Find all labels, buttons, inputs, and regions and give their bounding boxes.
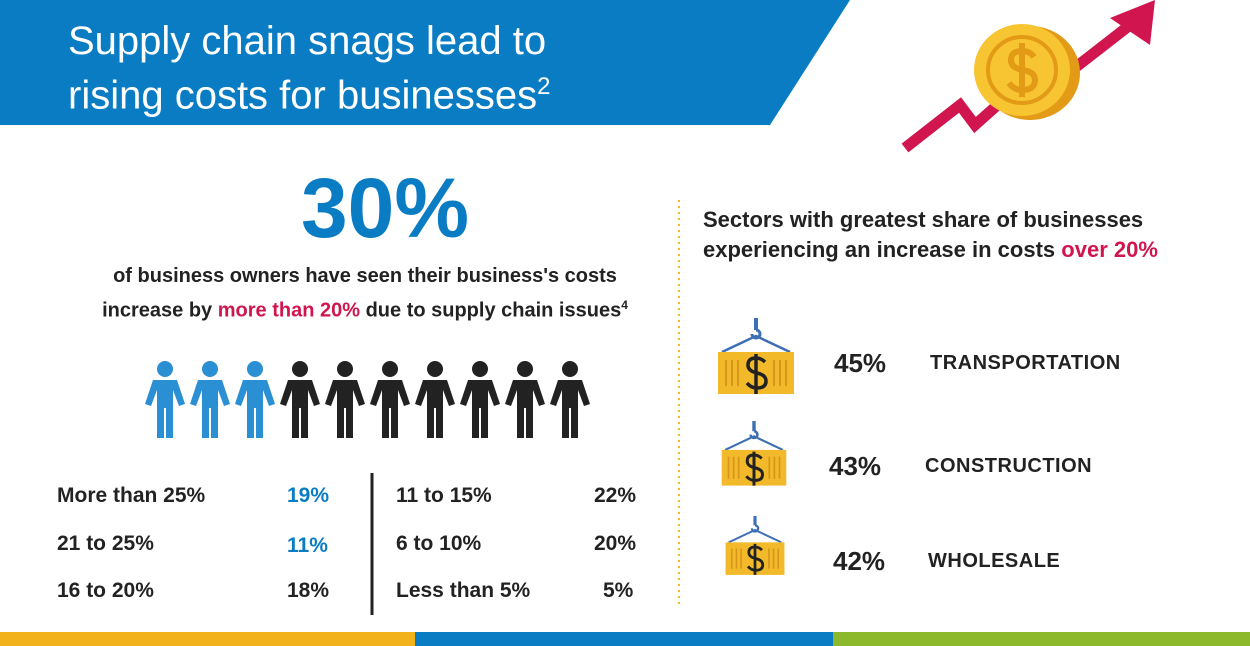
row-label: 6 to 10% bbox=[396, 532, 482, 555]
header-band bbox=[0, 0, 850, 125]
growth-graphic bbox=[901, 0, 1155, 153]
headline-stat: 30% bbox=[300, 161, 470, 255]
row-value: 19% bbox=[287, 484, 330, 507]
row-label: 16 to 20% bbox=[57, 579, 154, 602]
highlight: over 20% bbox=[1061, 237, 1158, 262]
sector-label: CONSTRUCTION bbox=[925, 455, 1093, 477]
title-text: Supply chain snags lead to rising costs … bbox=[68, 19, 547, 118]
footnote: 2 bbox=[537, 73, 551, 100]
row-label: More than 25% bbox=[57, 484, 206, 507]
container-icon bbox=[724, 515, 786, 577]
text: of business owners have seen their busin… bbox=[102, 265, 617, 322]
sector-value: 43% bbox=[829, 451, 882, 481]
headline-text: of business owners have seen their busin… bbox=[80, 262, 650, 326]
footer-strip bbox=[0, 632, 415, 646]
footer-strip bbox=[415, 632, 833, 646]
row-label: Less than 5% bbox=[396, 579, 531, 602]
row-value: 5% bbox=[603, 579, 634, 602]
footer-strip bbox=[833, 632, 1250, 646]
row-value: 11% bbox=[287, 534, 328, 557]
row-value: 22% bbox=[594, 484, 637, 507]
people-icons bbox=[145, 361, 590, 438]
sector-value: 45% bbox=[834, 348, 887, 378]
container-icon bbox=[716, 318, 796, 396]
sector-label: WHOLESALE bbox=[928, 550, 1061, 572]
row-value: 20% bbox=[594, 532, 637, 555]
sectors-title: Sectors with greatest share of businesse… bbox=[703, 205, 1238, 265]
row-label: 11 to 15% bbox=[396, 484, 492, 507]
container-icon bbox=[720, 420, 788, 488]
text: due to supply chain issues bbox=[365, 299, 622, 322]
title: Supply chain snags lead to rising costs … bbox=[68, 18, 628, 118]
footnote: 4 bbox=[621, 298, 628, 312]
row-value: 18% bbox=[287, 579, 330, 602]
text: Sectors with greatest share of businesse… bbox=[703, 207, 1144, 262]
row-label: 21 to 25% bbox=[57, 532, 154, 555]
sector-label: TRANSPORTATION bbox=[930, 352, 1121, 374]
sector-value: 42% bbox=[833, 546, 886, 576]
highlight: more than 20% bbox=[217, 299, 361, 322]
